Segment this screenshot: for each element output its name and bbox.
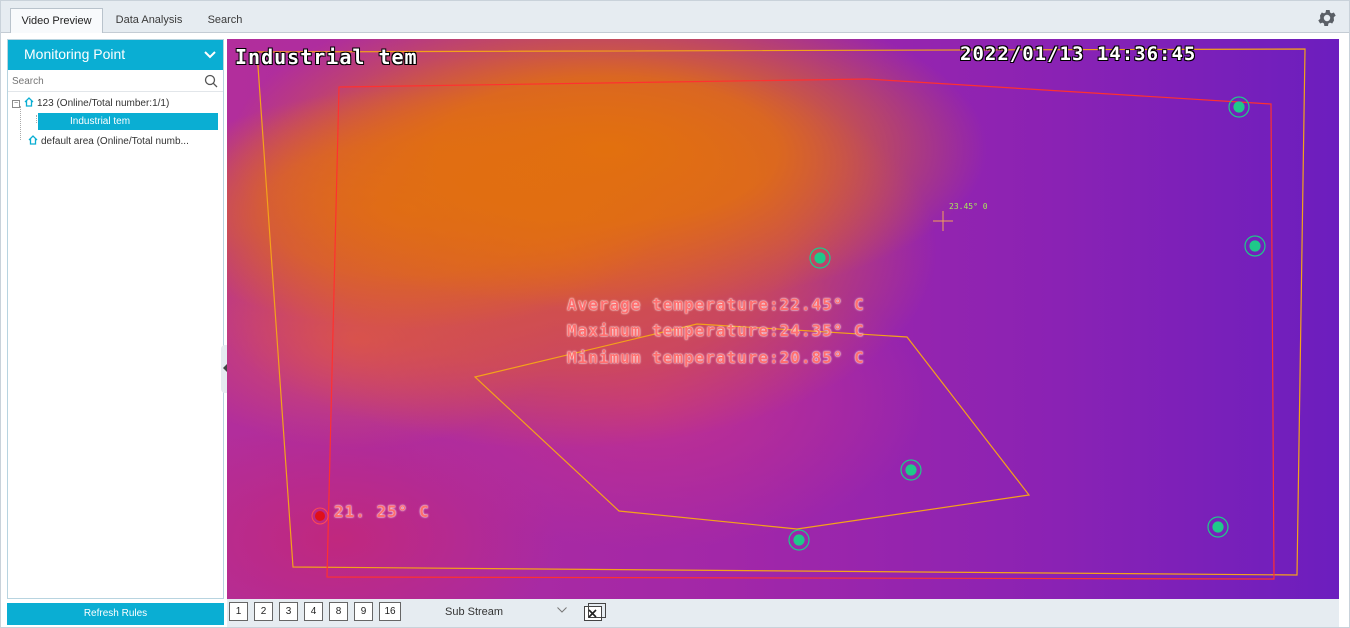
tree-item-label: default area (Online/Total numb... — [41, 136, 189, 147]
marker-point — [809, 247, 831, 269]
inner-detection-region — [473, 323, 1031, 530]
layout-9-button[interactable]: 9 — [354, 602, 373, 621]
stream-select-value: Sub Stream — [445, 606, 504, 618]
crosshair-icon — [933, 211, 953, 231]
search-box — [8, 70, 223, 92]
house-icon — [24, 97, 34, 107]
layout-4-button[interactable]: 4 — [304, 602, 323, 621]
minimum-temperature: Minimum temperature:20.85° C — [567, 348, 865, 367]
stream-select[interactable]: Sub Stream — [445, 602, 579, 622]
search-input[interactable] — [12, 72, 200, 90]
video-toolbar: 1 2 3 4 8 9 16 Sub Stream — [227, 599, 1339, 627]
camera-title: Industrial tem — [235, 45, 418, 69]
video-timestamp: 2022/01/13 14:36:45 — [960, 43, 1197, 65]
min-temperature-marker — [311, 507, 329, 525]
min-point-temperature: 21. 25° C — [334, 502, 430, 521]
tree-item-label: 123 (Online/Total number:1/1) — [37, 98, 170, 109]
outer-detection-region — [256, 48, 1306, 576]
tab-search[interactable]: Search — [207, 14, 243, 26]
thermal-video-view[interactable]: Industrial tem 2022/01/13 14:36:45 23.45… — [227, 39, 1339, 599]
monitoring-point-header[interactable]: Monitoring Point — [8, 40, 223, 70]
tab-video-preview[interactable]: Video Preview — [10, 8, 103, 33]
gear-icon[interactable] — [1316, 7, 1338, 29]
layout-16-button[interactable]: 16 — [379, 602, 401, 621]
red-detection-region — [326, 78, 1275, 580]
chevron-down-icon[interactable] — [203, 48, 217, 62]
average-temperature: Average temperature:22.45° C — [567, 295, 865, 314]
chevron-down-icon[interactable] — [557, 607, 567, 613]
panel-collapse-handle[interactable] — [221, 345, 230, 393]
marker-point — [788, 529, 810, 551]
layout-8-button[interactable]: 8 — [329, 602, 348, 621]
layout-2-button[interactable]: 2 — [254, 602, 273, 621]
search-icon[interactable] — [204, 74, 218, 88]
close-all-icon[interactable] — [583, 602, 607, 622]
refresh-rules-button[interactable]: Refresh Rules — [7, 603, 224, 625]
top-tab-bar: Video Preview Data Analysis Search — [1, 1, 1349, 33]
marker-point — [1228, 96, 1250, 118]
tree-item-area-123[interactable]: − 123 (Online/Total number:1/1) — [12, 95, 222, 113]
layout-1-button[interactable]: 1 — [229, 602, 248, 621]
marker-point — [1207, 516, 1229, 538]
monitoring-point-panel: Monitoring Point − 123 (Online/Total numb… — [7, 39, 230, 599]
tree-connector — [36, 115, 37, 123]
tree-item-default-area[interactable]: default area (Online/Total numb... — [12, 133, 222, 151]
layout-3-button[interactable]: 3 — [279, 602, 298, 621]
tab-data-analysis[interactable]: Data Analysis — [115, 14, 183, 26]
tree-item-industrial-tem[interactable]: Industrial tem — [38, 113, 218, 130]
maximum-temperature: Maximum temperature:24.35° C — [567, 321, 865, 340]
cursor-temperature-label: 23.45° 0 — [949, 202, 988, 211]
chevron-left-icon — [223, 364, 227, 372]
monitoring-point-title: Monitoring Point — [24, 46, 126, 62]
marker-point — [900, 459, 922, 481]
house-icon — [28, 135, 38, 145]
detection-overlay — [256, 48, 1306, 580]
marker-point — [1244, 235, 1266, 257]
collapse-icon[interactable]: − — [12, 100, 20, 108]
tree-connector — [20, 106, 21, 140]
